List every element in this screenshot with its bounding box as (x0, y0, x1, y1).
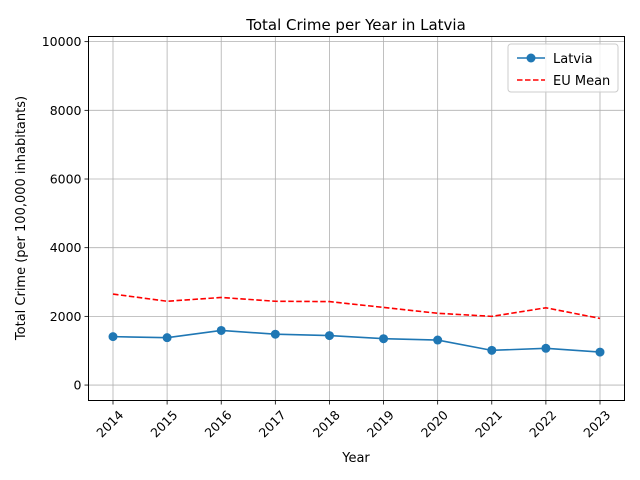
x-tick-label: 2019 (364, 407, 397, 440)
data-point-latvia (108, 332, 118, 342)
data-point-latvia (541, 343, 551, 353)
x-tick-label: 2016 (201, 407, 234, 440)
y-tick-label: 6000 (50, 172, 82, 187)
x-axis-ticks: 2014 2015 2016 2017 2018 2019 2020 2021 2022 2023 (93, 400, 613, 440)
series-layer (108, 293, 605, 357)
data-point-latvia (433, 335, 443, 345)
data-point-latvia (270, 329, 280, 339)
legend-marker-latvia (526, 53, 536, 63)
x-tick-label: 2015 (147, 407, 180, 440)
x-tick-label: 2017 (256, 407, 289, 440)
legend-label-eu-mean: EU Mean (553, 74, 610, 89)
x-axis-label: Year (341, 451, 370, 466)
data-point-latvia (487, 345, 497, 355)
data-point-latvia (324, 331, 334, 341)
y-tick-label: 10000 (42, 34, 82, 49)
y-axis-ticks: 0 2000 4000 6000 8000 10000 (42, 34, 89, 393)
legend-label-latvia: Latvia (553, 52, 593, 67)
x-tick-label: 2018 (310, 407, 343, 440)
data-point-latvia (162, 333, 172, 343)
series-line-eu-mean (112, 293, 601, 320)
chart-title: Total Crime per Year in Latvia (245, 16, 466, 34)
data-point-latvia (216, 325, 226, 335)
plot-frame (88, 36, 625, 401)
y-tick-label: 0 (74, 378, 82, 393)
x-tick-label: 2020 (418, 407, 451, 440)
y-tick-label: 2000 (50, 309, 82, 324)
y-axis-label: Total Crime (per 100,000 inhabitants) (14, 96, 29, 341)
grid-lines (88, 36, 625, 401)
x-tick-label: 2022 (526, 407, 559, 440)
series-line-latvia (112, 329, 601, 353)
x-tick-label: 2014 (93, 407, 126, 440)
data-point-latvia (379, 334, 389, 344)
legend: Latvia EU Mean (507, 43, 619, 93)
y-tick-label: 4000 (50, 240, 82, 255)
x-tick-label: 2023 (580, 407, 613, 440)
data-point-latvia (595, 347, 605, 357)
y-tick-label: 8000 (50, 103, 82, 118)
x-tick-label: 2021 (472, 407, 505, 440)
